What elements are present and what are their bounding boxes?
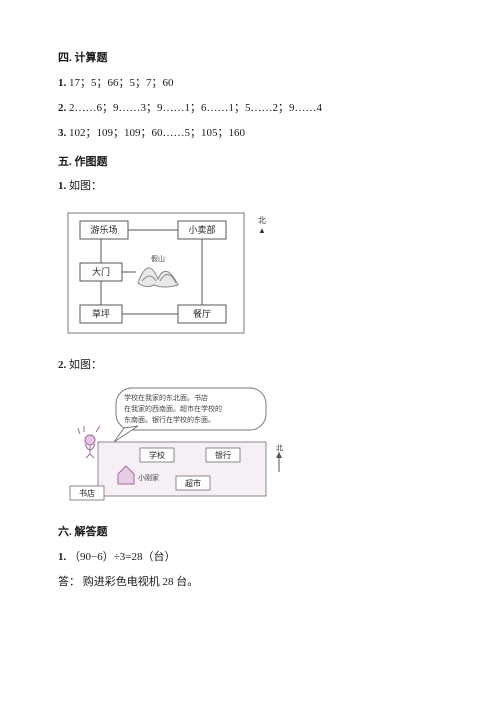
fig-5-2-label: 2. 如图： — [58, 355, 442, 376]
figure-5-1: 游乐场 小卖部 大门 草坪 餐厅 假山 北 ▲ — [58, 205, 442, 345]
fig1-north-text: 北 — [258, 216, 266, 225]
fig2-bubble-line-3: 东南面。银行在学校的东面。 — [124, 415, 215, 424]
ans-6-1-num: 1. — [58, 551, 66, 563]
fig-5-2-num: 2. — [58, 359, 66, 371]
fig2-person-head — [85, 435, 95, 445]
fig1-label-lawn: 草坪 — [92, 308, 110, 319]
ans-4-2: 2. 2……6；9……3；9……1；6……1；5……2；9……4 — [58, 98, 442, 119]
fig-5-2-text: 如图： — [69, 359, 102, 371]
fig-5-1-num: 1. — [58, 180, 66, 192]
section-6-title: 六. 解答题 — [58, 522, 442, 543]
ans-4-3: 3. 102；109；109；60……5；105；160 — [58, 123, 442, 144]
fig1-label-gate: 大门 — [92, 266, 110, 277]
figure-5-2: 学校在我家的东北面。书店 在我家的西南面。超市在学校的 东南面。银行在学校的东面… — [58, 384, 442, 512]
ans-4-1-num: 1. — [58, 77, 66, 89]
fig2-label-market: 超市 — [185, 478, 201, 488]
fig2-house-label: 小刚家 — [138, 473, 159, 482]
section-5-title: 五. 作图题 — [58, 152, 442, 173]
fig2-person-sparks — [78, 426, 100, 434]
ans-4-1-text: 17；5；66；5；7；60 — [69, 77, 174, 89]
page: 四. 计算题 1. 17；5；66；5；7；60 2. 2……6；9……3；9…… — [0, 0, 500, 637]
figure-5-2-svg: 学校在我家的东北面。书店 在我家的西南面。超市在学校的 东南面。银行在学校的东面… — [58, 384, 298, 512]
fig2-north-text: 北 — [276, 444, 283, 452]
fig1-label-canteen: 餐厅 — [193, 308, 211, 319]
fig-5-1-label: 1. 如图： — [58, 176, 442, 197]
ans-6-1-text: 购进彩色电视机 28 台。 — [83, 576, 199, 588]
fig2-bubble-tail — [114, 426, 138, 442]
ans-6-1-prefix: 答： — [58, 576, 80, 588]
section-4-title: 四. 计算题 — [58, 48, 442, 69]
fig-5-1-text: 如图： — [69, 180, 102, 192]
ans-4-3-num: 3. — [58, 127, 66, 139]
ans-6-1: 1. （90−6）÷3=28（台） — [58, 547, 442, 568]
ans-4-2-text: 2……6；9……3；9……1；6……1；5……2；9……4 — [69, 102, 322, 114]
fig2-label-school: 学校 — [149, 450, 165, 460]
fig2-bubble-line-2: 在我家的西南面。超市在学校的 — [124, 404, 222, 413]
fig1-label-playground: 游乐场 — [90, 224, 117, 235]
fig1-label-shop: 小卖部 — [188, 224, 215, 235]
ans-4-2-num: 2. — [58, 102, 66, 114]
fig2-person-body — [85, 444, 95, 458]
ans-4-1: 1. 17；5；66；5；7；60 — [58, 73, 442, 94]
figure-5-1-svg: 游乐场 小卖部 大门 草坪 餐厅 假山 北 ▲ — [58, 205, 288, 345]
fig2-north-arrow-icon — [276, 452, 282, 458]
ans-4-3-text: 102；109；109；60……5；105；160 — [69, 127, 245, 139]
fig1-north-icon: ▲ — [258, 226, 266, 235]
ans-6-1-calc: （90−6）÷3=28（台） — [69, 551, 175, 563]
fig1-mountain-label: 假山 — [151, 254, 165, 263]
fig2-label-store: 书店 — [79, 488, 95, 498]
fig2-label-bank: 银行 — [215, 450, 231, 460]
fig2-bubble-line-1: 学校在我家的东北面。书店 — [124, 393, 208, 402]
ans-6-1-answer: 答： 购进彩色电视机 28 台。 — [58, 572, 442, 593]
